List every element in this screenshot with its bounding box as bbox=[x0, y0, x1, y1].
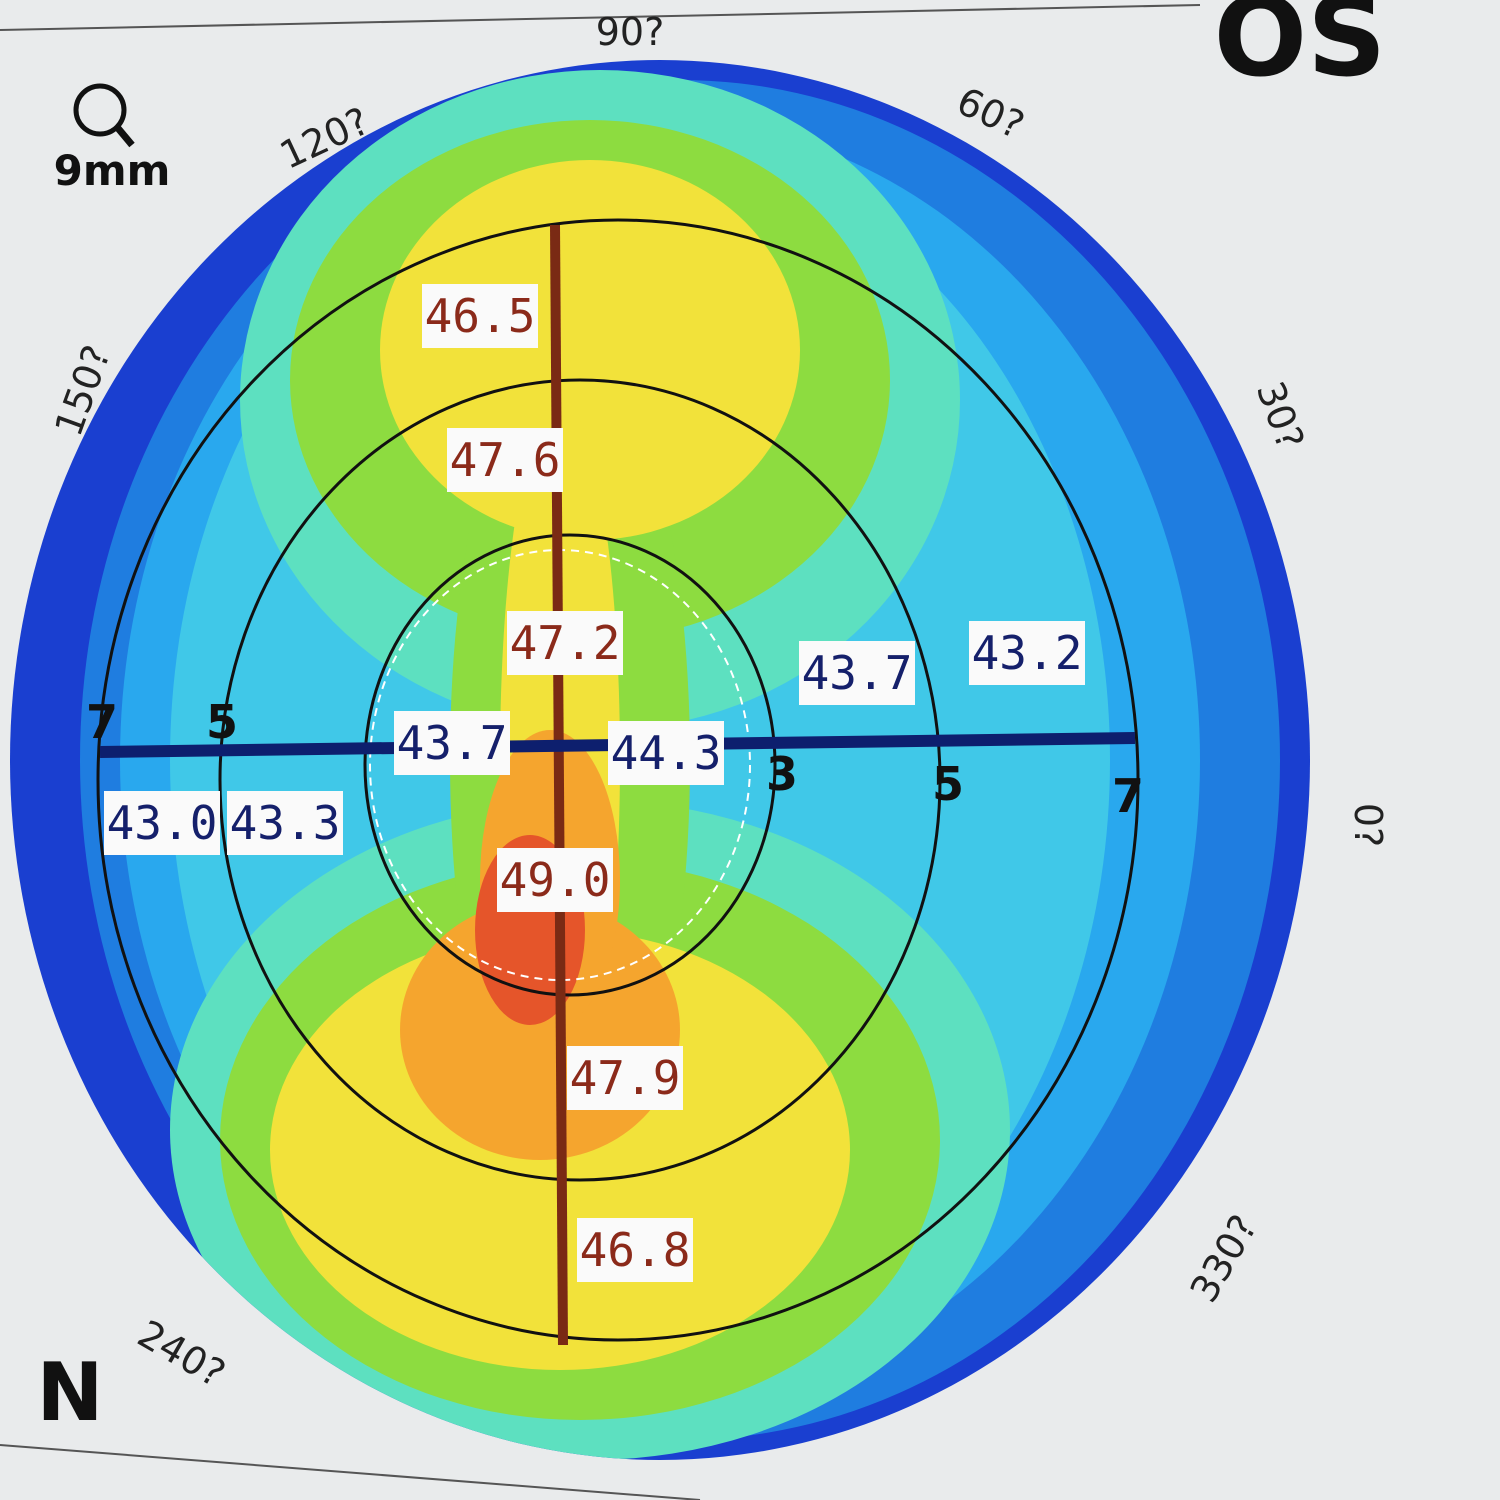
reading: 47.6 bbox=[447, 428, 563, 492]
ring-label: 3 bbox=[766, 747, 798, 801]
reading: 44.3 bbox=[608, 721, 724, 785]
reading: 46.5 bbox=[422, 284, 538, 348]
reading-value: 43.7 bbox=[397, 716, 508, 770]
reading-box bbox=[799, 641, 915, 705]
reading-value: 43.7 bbox=[802, 646, 913, 700]
reading-box bbox=[447, 428, 563, 492]
zoom-icon bbox=[73, 83, 135, 148]
ring-label: 5 bbox=[932, 757, 964, 811]
reading-value: 47.2 bbox=[510, 616, 621, 670]
reading-box bbox=[104, 791, 220, 855]
reading-value: 46.5 bbox=[425, 289, 536, 343]
reading-box bbox=[394, 711, 510, 775]
reading: 47.9 bbox=[567, 1046, 683, 1110]
reading: 46.8 bbox=[577, 1218, 693, 1282]
reading: 47.2 bbox=[507, 611, 623, 675]
reading-box bbox=[507, 611, 623, 675]
ring-label: 7 bbox=[86, 695, 118, 749]
labels: OS 9mm N bbox=[37, 0, 1387, 1439]
ring-label: 7 bbox=[1112, 769, 1144, 823]
reading-value: 47.9 bbox=[570, 1051, 681, 1105]
reading-box bbox=[227, 791, 343, 855]
reading-value: 43.3 bbox=[230, 796, 341, 850]
reading-box bbox=[422, 284, 538, 348]
rings bbox=[96, 218, 1140, 1342]
eye-label: OS bbox=[1214, 0, 1387, 101]
reading-value: 47.6 bbox=[450, 433, 561, 487]
reading: 43.0 bbox=[104, 791, 220, 855]
ring-label: 5 bbox=[206, 695, 238, 749]
orientation-label: N bbox=[37, 1346, 104, 1439]
angle-label: 0? bbox=[1346, 803, 1390, 847]
reading-value: 44.3 bbox=[611, 726, 722, 780]
reading: 43.7 bbox=[394, 711, 510, 775]
reading: 43.7 bbox=[799, 641, 915, 705]
reading-value: 43.2 bbox=[972, 626, 1083, 680]
reading-value: 49.0 bbox=[500, 853, 611, 907]
reading-box bbox=[497, 848, 613, 912]
reading-box bbox=[567, 1046, 683, 1110]
frame-line bbox=[0, 1444, 701, 1500]
reading: 43.3 bbox=[227, 791, 343, 855]
reading-box bbox=[969, 621, 1085, 685]
frame-line bbox=[0, 4, 1201, 31]
reading-box bbox=[577, 1218, 693, 1282]
reading-value: 43.0 bbox=[107, 796, 218, 850]
reading: 43.2 bbox=[969, 621, 1085, 685]
reading-value: 46.8 bbox=[580, 1223, 691, 1277]
reading: 49.0 bbox=[497, 848, 613, 912]
zoom-label: 9mm bbox=[54, 146, 171, 195]
angle-label: 90? bbox=[596, 10, 665, 54]
reading-box bbox=[608, 721, 724, 785]
